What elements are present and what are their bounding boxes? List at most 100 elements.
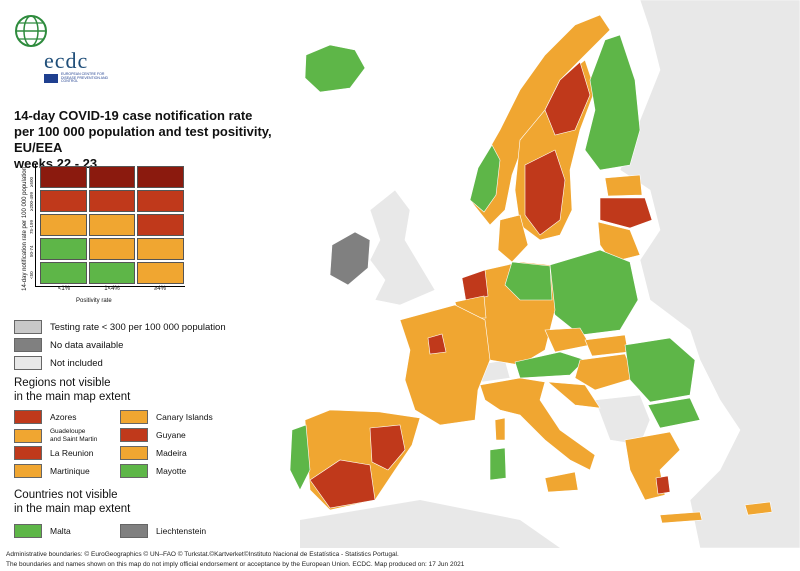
y-axis-arrow xyxy=(35,164,36,286)
region-canary-islands: Canary Islands xyxy=(120,410,213,424)
matrix-cell xyxy=(88,166,136,188)
country-slovakia[interactable] xyxy=(584,334,629,357)
matrix-cell xyxy=(40,166,87,188)
legend-swatch xyxy=(14,464,42,478)
title-line-2: per 100 000 population and test positivi… xyxy=(14,124,272,155)
region-spain-red-south[interactable] xyxy=(309,459,376,509)
region-not-included-east xyxy=(619,0,800,548)
country-cyprus[interactable] xyxy=(744,501,773,516)
matrix-cell xyxy=(137,214,184,236)
country-iceland[interactable] xyxy=(304,44,366,93)
country-estonia[interactable] xyxy=(604,174,643,197)
country-netherlands[interactable] xyxy=(461,269,489,303)
country-austria[interactable] xyxy=(514,351,586,379)
region-not-included-uk xyxy=(369,189,436,306)
legend-label: Not included xyxy=(50,357,103,369)
footer-disclaimer: The boundaries and names shown on this m… xyxy=(6,561,465,568)
region-martinique: Martinique xyxy=(14,464,90,478)
y-tick: ≥200-499 xyxy=(29,192,34,211)
country-lithuania[interactable] xyxy=(597,221,641,263)
y-tick: <50 xyxy=(29,271,34,279)
y-tick: 50-74 xyxy=(29,245,34,257)
matrix-grid xyxy=(40,166,184,284)
heading-line: Regions not visible xyxy=(14,377,111,389)
legend-label: Liechtenstein xyxy=(156,526,207,536)
country-hungary[interactable] xyxy=(574,353,636,391)
country-finland[interactable] xyxy=(584,34,641,171)
legend-label: Mayotte xyxy=(156,466,187,476)
legend-label: Canary Islands xyxy=(156,412,213,422)
heading-line: Countries not visible xyxy=(14,489,118,501)
legend-swatch xyxy=(14,524,42,538)
legend-swatch xyxy=(14,410,42,424)
x-tick: <1% xyxy=(57,286,71,292)
region-france-red[interactable] xyxy=(427,333,447,355)
country-greece-crete[interactable] xyxy=(659,511,703,524)
regions-heading: Regions not visible in the main map exte… xyxy=(14,376,130,404)
country-malta-legend: Malta xyxy=(14,524,71,538)
legend-label: Malta xyxy=(50,526,71,536)
country-denmark[interactable] xyxy=(497,214,529,263)
region-spain-red-central[interactable] xyxy=(369,424,406,471)
ecdc-logo: ecdc European Centre for Disease Prevent… xyxy=(12,10,108,83)
region-madeira: Madeira xyxy=(120,446,187,460)
legend-swatch xyxy=(120,524,148,538)
country-norway[interactable] xyxy=(469,14,611,226)
legend-swatch xyxy=(120,428,148,442)
x-tick: 1<4% xyxy=(104,286,120,292)
region-greece-red[interactable] xyxy=(655,475,671,495)
globe-icon xyxy=(15,15,47,47)
matrix-cell xyxy=(40,238,87,260)
legend-swatch xyxy=(14,338,42,352)
region-germany-green[interactable] xyxy=(504,261,553,301)
legend-swatch xyxy=(120,446,148,460)
legend-label: Testing rate < 300 per 100 000 populatio… xyxy=(50,321,226,333)
region-norway-green[interactable] xyxy=(469,144,501,213)
legend-label: Martinique xyxy=(50,466,90,476)
legend-no-data: No data available xyxy=(14,338,123,352)
region-sweden-red-north[interactable] xyxy=(544,61,591,136)
countries-heading: Countries not visible in the main map ex… xyxy=(14,488,130,516)
matrix-cell xyxy=(137,262,184,284)
country-romania[interactable] xyxy=(624,337,696,403)
matrix-cell xyxy=(88,262,136,284)
legend-swatch xyxy=(120,410,148,424)
matrix-cell xyxy=(137,190,184,212)
region-la-reunion: La Reunion xyxy=(14,446,93,460)
legend-label: Madeira xyxy=(156,448,187,458)
heading-line: in the main map extent xyxy=(14,391,131,403)
legend-swatch xyxy=(14,320,42,334)
country-italy[interactable] xyxy=(479,377,596,471)
country-france-corsica[interactable] xyxy=(494,417,506,441)
country-italy-sicily[interactable] xyxy=(544,471,579,493)
country-bulgaria[interactable] xyxy=(647,397,701,429)
country-latvia[interactable] xyxy=(599,197,653,229)
country-liechtenstein-legend: Liechtenstein xyxy=(120,524,206,538)
europe-map[interactable] xyxy=(0,0,800,548)
matrix-y-label: 14-day notification rate per 100 000 pop… xyxy=(22,167,28,291)
region-guyane: Guyane xyxy=(120,428,186,442)
legend-swatch xyxy=(14,446,42,460)
matrix-cell xyxy=(88,214,136,236)
country-ireland[interactable] xyxy=(329,231,371,286)
legend-swatch xyxy=(14,429,42,443)
matrix-x-label: Positivity rate xyxy=(76,298,112,304)
legend-label: No data available xyxy=(50,339,124,351)
x-tick: ≥4% xyxy=(154,286,166,292)
logo-subtitle: European Centre for Disease Prevention a… xyxy=(61,72,109,84)
country-portugal[interactable] xyxy=(289,424,311,491)
country-poland[interactable] xyxy=(544,249,639,336)
region-azores: Azores xyxy=(14,410,76,424)
country-greece[interactable] xyxy=(624,431,681,501)
country-croatia[interactable] xyxy=(547,381,601,409)
matrix-cell xyxy=(137,166,184,188)
logo-text: ecdc xyxy=(44,48,89,73)
region-not-included-africa xyxy=(300,500,560,548)
country-france[interactable] xyxy=(399,304,491,426)
y-tick: ≥500 xyxy=(29,177,34,187)
legend-label: La Reunion xyxy=(50,448,94,458)
matrix-cell xyxy=(40,262,87,284)
region-sweden-red-central[interactable] xyxy=(524,149,566,236)
country-italy-sardinia[interactable] xyxy=(489,447,507,481)
footer-admin-boundaries: Administrative boundaries: © EuroGeograp… xyxy=(6,551,399,558)
